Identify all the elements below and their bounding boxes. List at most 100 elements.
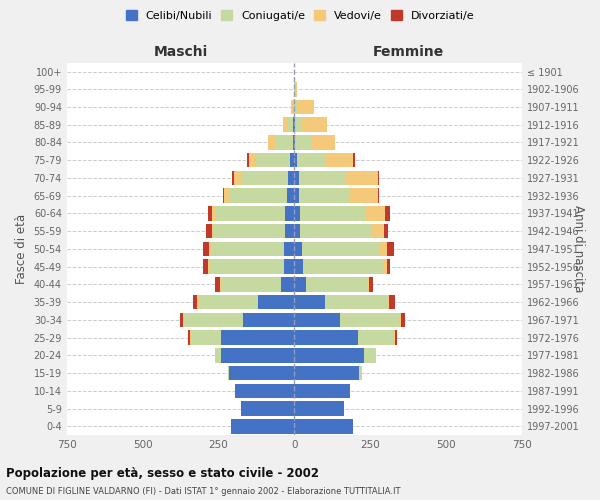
Bar	[293, 82, 294, 96]
Bar	[293, 100, 294, 114]
Bar	[377, 188, 379, 203]
Bar	[288, 170, 294, 185]
Bar	[290, 153, 294, 168]
Bar	[388, 295, 389, 310]
Bar	[294, 242, 302, 256]
Bar	[325, 153, 353, 168]
Bar	[276, 135, 293, 150]
Bar	[395, 330, 397, 345]
Bar	[294, 366, 359, 380]
Y-axis label: Anni di nascita: Anni di nascita	[572, 205, 585, 292]
Bar	[223, 188, 224, 203]
Bar	[294, 170, 299, 185]
Bar	[214, 224, 285, 238]
Bar	[387, 260, 390, 274]
Bar	[297, 100, 314, 114]
Bar	[287, 118, 293, 132]
Bar	[368, 277, 373, 291]
Bar	[233, 170, 241, 185]
Legend: Celibi/Nubili, Coniugati/e, Vedovi/e, Divorziati/e: Celibi/Nubili, Coniugati/e, Vedovi/e, Di…	[121, 6, 479, 25]
Bar	[287, 188, 294, 203]
Bar	[283, 118, 287, 132]
Bar	[379, 242, 387, 256]
Bar	[295, 135, 312, 150]
Bar	[293, 135, 294, 150]
Bar	[294, 118, 295, 132]
Bar	[285, 224, 294, 238]
Bar	[299, 170, 346, 185]
Bar	[224, 188, 229, 203]
Bar	[299, 188, 350, 203]
Bar	[304, 260, 384, 274]
Y-axis label: Fasce di età: Fasce di età	[15, 214, 28, 284]
Bar	[302, 118, 327, 132]
Bar	[203, 260, 208, 274]
Bar	[294, 277, 307, 291]
Bar	[325, 295, 388, 310]
Bar	[281, 277, 294, 291]
Bar	[197, 295, 199, 310]
Bar	[387, 242, 394, 256]
Bar	[294, 188, 299, 203]
Bar	[385, 206, 390, 220]
Bar	[353, 153, 355, 168]
Bar	[297, 153, 325, 168]
Bar	[235, 384, 294, 398]
Bar	[307, 277, 367, 291]
Bar	[284, 260, 294, 274]
Bar	[294, 260, 304, 274]
Bar	[301, 224, 371, 238]
Bar	[285, 206, 294, 220]
Bar	[215, 206, 285, 220]
Bar	[209, 260, 284, 274]
Bar	[295, 118, 302, 132]
Bar	[258, 295, 294, 310]
Bar	[229, 366, 294, 380]
Bar	[211, 242, 284, 256]
Bar	[340, 312, 400, 327]
Bar	[302, 242, 379, 256]
Bar	[212, 224, 214, 238]
Bar	[294, 153, 297, 168]
Bar	[291, 100, 293, 114]
Bar	[247, 153, 249, 168]
Bar	[384, 224, 388, 238]
Bar	[212, 206, 215, 220]
Bar	[242, 312, 294, 327]
Bar	[199, 295, 258, 310]
Bar	[294, 206, 301, 220]
Bar	[208, 260, 209, 274]
Bar	[294, 312, 340, 327]
Bar	[182, 312, 184, 327]
Bar	[346, 170, 377, 185]
Text: Maschi: Maschi	[154, 45, 208, 59]
Bar	[294, 402, 344, 416]
Bar	[229, 188, 287, 203]
Bar	[294, 82, 295, 96]
Bar	[215, 348, 221, 362]
Bar	[232, 170, 233, 185]
Text: Popolazione per età, sesso e stato civile - 2002: Popolazione per età, sesso e stato civil…	[6, 468, 319, 480]
Bar	[294, 348, 364, 362]
Bar	[208, 206, 212, 220]
Bar	[184, 312, 242, 327]
Bar	[394, 330, 395, 345]
Bar	[377, 170, 379, 185]
Bar	[294, 295, 325, 310]
Bar	[193, 295, 197, 310]
Bar	[241, 402, 294, 416]
Bar	[209, 242, 211, 256]
Bar	[359, 366, 362, 380]
Bar	[350, 188, 377, 203]
Bar	[293, 118, 294, 132]
Bar	[400, 312, 401, 327]
Bar	[206, 224, 212, 238]
Bar	[221, 348, 294, 362]
Bar	[365, 206, 385, 220]
Text: COMUNE DI FIGLINE VALDARNO (FI) - Dati ISTAT 1° gennaio 2002 - Elaborazione TUTT: COMUNE DI FIGLINE VALDARNO (FI) - Dati I…	[6, 487, 401, 496]
Bar	[294, 330, 358, 345]
Bar	[203, 242, 209, 256]
Bar	[301, 206, 365, 220]
Bar	[384, 260, 387, 274]
Bar	[268, 135, 276, 150]
